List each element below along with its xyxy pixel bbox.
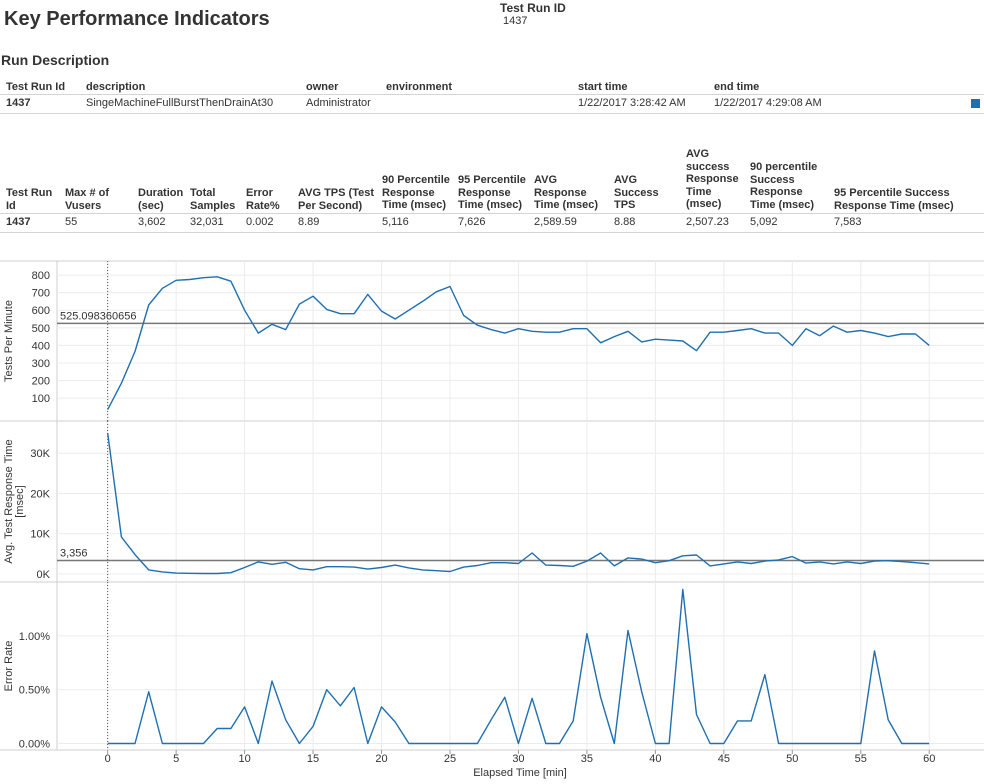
kpi-cell-avg-success-response-time: 2,507.23 <box>686 216 729 228</box>
run-description-title: Run Description <box>1 52 110 68</box>
x-tick-label: 55 <box>855 753 867 765</box>
rd-header-test-run-id: Test Run Id <box>6 81 66 93</box>
x-tick-label: 10 <box>238 753 250 765</box>
y-tick-label: 10K <box>30 529 50 541</box>
y-tick-label: 100 <box>32 393 50 405</box>
y-axis-title-line: Tests Per Minute <box>3 300 15 382</box>
y-tick-label: 500 <box>32 323 50 335</box>
legend-color-swatch[interactable] <box>971 99 980 108</box>
kpi-cell-90-percentile-success: 5,092 <box>750 216 778 228</box>
y-tick-label: 300 <box>32 358 50 370</box>
kpi-cell-max-vusers: 55 <box>65 216 78 228</box>
y-tick-label: 600 <box>32 305 50 317</box>
rd-header-rule <box>0 94 984 95</box>
rd-cell-owner: Administrator <box>306 97 371 109</box>
y-tick-label: 0.00% <box>19 739 50 751</box>
kpi-header-avg-response-time: AVG Response Time (msec) <box>534 174 598 211</box>
kpi-header-total-samples: Total Samples <box>190 187 236 212</box>
x-axis: 0 5 10 15 20 25 30 35 40 45 50 55 60 Elapsed Time [mi… <box>105 750 935 779</box>
x-tick-label: 50 <box>786 753 798 765</box>
x-tick-label: 20 <box>375 753 387 765</box>
kpi-cell-error-rate: 0.002 <box>246 216 274 228</box>
rd-cell-description: SingeMachineFullBurstThenDrainAt30 <box>86 97 274 109</box>
test-run-id-filter-label: Test Run ID <box>500 1 566 15</box>
kpi-cell-duration: 3,602 <box>138 216 166 228</box>
test-run-id-filter-value[interactable]: 1437 <box>503 15 528 27</box>
kpi-header-max-vusers: Max # of Vusers <box>65 187 110 212</box>
y-axis-title: Avg. Test Response Time [msec] <box>3 439 26 563</box>
kpi-cell-total-samples: 32,031 <box>190 216 224 228</box>
rd-header-end-time: end time <box>714 81 760 93</box>
y-axis-title: Error Rate <box>3 641 15 692</box>
kpi-cell-avg-success-tps: 8.88 <box>614 216 636 228</box>
kpi-header-rule <box>0 213 984 214</box>
rd-header-start-time: start time <box>578 81 628 93</box>
x-axis-title: Elapsed Time [min] <box>473 767 567 779</box>
rd-header-owner: owner <box>306 81 339 93</box>
x-tick-label: 40 <box>649 753 661 765</box>
x-tick-label: 0 <box>105 753 111 765</box>
y-tick-label: 700 <box>32 288 50 300</box>
y-tick-label: 0.50% <box>19 685 50 697</box>
y-tick-label: 0K <box>37 569 51 581</box>
kpi-cell-test-run-id: 1437 <box>6 216 31 228</box>
rd-header-description: description <box>86 81 146 93</box>
x-tick-label: 45 <box>718 753 730 765</box>
rd-cell-start-time: 1/22/2017 3:28:42 AM <box>578 97 686 109</box>
rd-cell-end-time: 1/22/2017 4:29:08 AM <box>714 97 822 109</box>
kpi-header-95-percentile-success: 95 Percentile Success Response Time (msec… <box>834 187 954 212</box>
x-tick-label: 15 <box>307 753 319 765</box>
series-line[interactable] <box>107 588 930 745</box>
x-tick-label: 30 <box>512 753 524 765</box>
y-tick-label: 1.00% <box>19 631 50 643</box>
kpi-cell-95-percentile-success: 7,583 <box>834 216 862 228</box>
chart-panel-2: 0K 10K 20K 30K Avg. Test Response Time [msec]… <box>0 421 984 583</box>
kpi-cell-90-percentile: 5,116 <box>382 216 409 228</box>
x-tick-label: 25 <box>444 753 456 765</box>
y-axis-title: Tests Per Minute <box>3 300 15 382</box>
kpi-header-duration: Duration (sec) <box>138 187 184 212</box>
kpi-header-avg-success-response-time: AVG success Response Time (msec) <box>686 148 739 210</box>
page-title: Key Performance Indicators <box>4 8 270 30</box>
rd-row-rule <box>0 113 984 114</box>
x-tick-label: 5 <box>173 753 179 765</box>
kpi-header-90-percentile-success: 90 percentile Success Response Time (msec) <box>750 161 818 211</box>
series-line[interactable] <box>107 276 930 410</box>
y-axis-title-line: Avg. Test Response Time <box>3 439 15 563</box>
reference-line-label: 525.098360656 <box>60 310 136 322</box>
chart-panel-3: 0.00% 0.50% 1.00% Error Rate <box>0 582 984 751</box>
y-tick-label: 20K <box>30 488 50 500</box>
kpi-cell-avg-tps: 8.89 <box>298 216 320 228</box>
x-tick-label: 35 <box>581 753 593 765</box>
kpi-cell-avg-response-time: 2,589.59 <box>534 216 577 228</box>
reference-line-label: 3,356 <box>60 547 88 559</box>
kpi-header-avg-tps: AVG TPS (Test Per Second) <box>298 187 374 212</box>
kpi-cell-95-percentile: 7,626 <box>458 216 486 228</box>
kpi-header-error-rate: Error Rate% <box>246 187 280 212</box>
y-tick-label: 800 <box>32 270 50 282</box>
x-tick-label: 60 <box>923 753 935 765</box>
y-tick-label: 400 <box>32 340 50 352</box>
kpi-header-avg-success-tps: AVG Success TPS <box>614 174 659 211</box>
kpi-header-90-percentile: 90 Percentile Response Time (msec) <box>382 174 450 211</box>
y-tick-label: 30K <box>30 448 50 460</box>
y-axis-title-line: [msec] <box>14 485 26 517</box>
series-line[interactable] <box>107 433 930 575</box>
chart-panel-1: 100 200 300 400 500 600 700 800 Tests Per Minute… <box>0 261 984 422</box>
rd-header-environment: environment <box>386 81 453 93</box>
kpi-header-test-run-id: Test Run Id <box>6 187 53 212</box>
kpi-row-rule <box>0 232 984 233</box>
rd-cell-test-run-id: 1437 <box>6 97 31 109</box>
y-tick-label: 200 <box>32 376 50 388</box>
kpi-header-95-percentile: 95 Percentile Response Time (msec) <box>458 174 526 211</box>
y-axis-title-line: Error Rate <box>3 641 15 692</box>
